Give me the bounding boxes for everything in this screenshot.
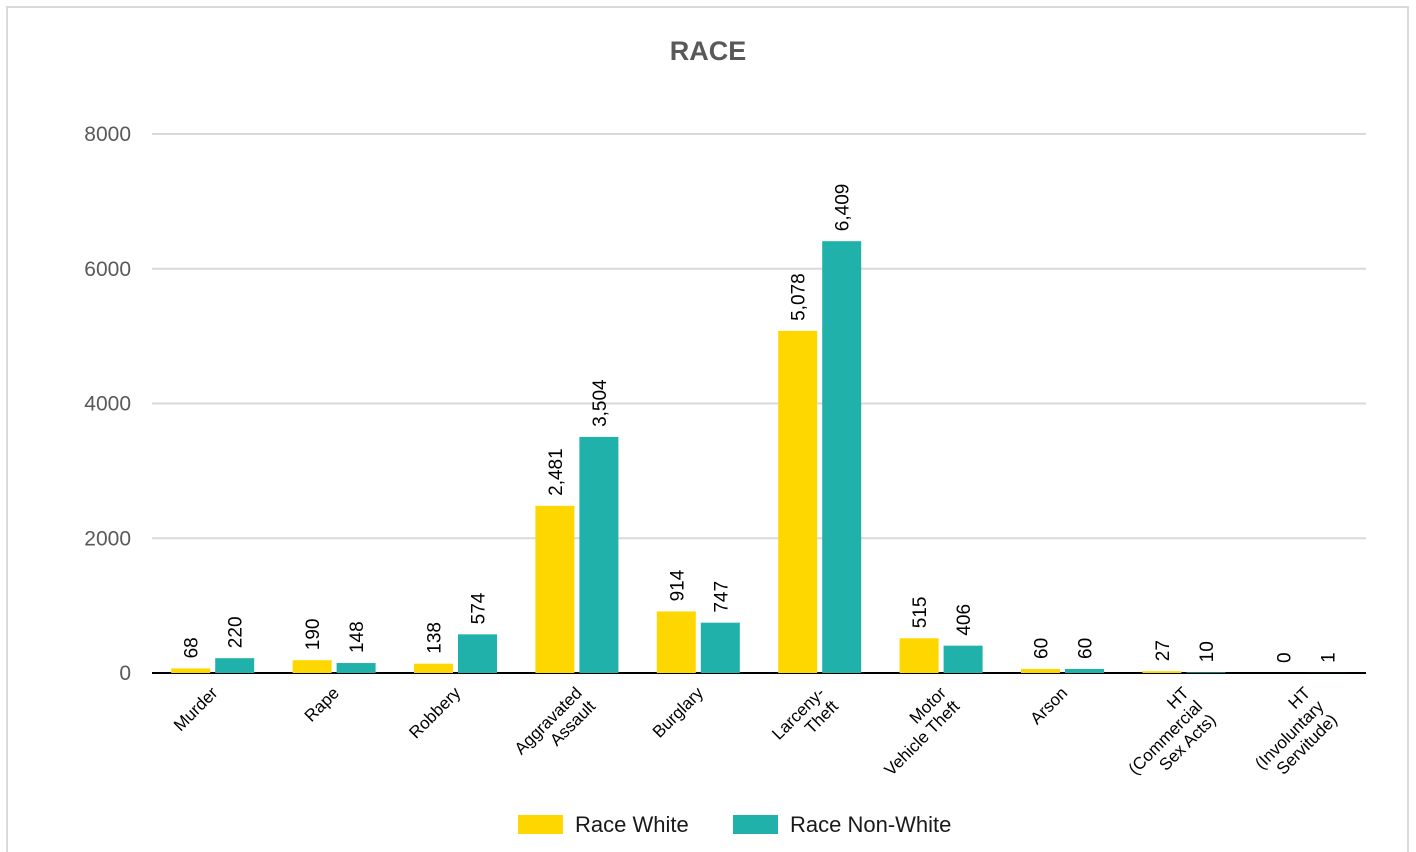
y-tick-label: 4000 (84, 393, 131, 416)
chart-frame (6, 6, 1409, 852)
bar-white (1021, 668, 1060, 673)
x-tick-line: Murder (170, 683, 222, 735)
data-label: 60 (1032, 638, 1053, 659)
x-tick-label: Robbery (405, 683, 464, 742)
data-label: 68 (182, 637, 203, 658)
chart-title: RACE (670, 36, 747, 66)
x-tick-label: HT(CommercialSex Acts) (1111, 683, 1219, 791)
bar-non-white (215, 658, 255, 673)
data-label: 2,481 (546, 448, 567, 496)
x-tick-label: Larceny-Theft (768, 683, 842, 757)
y-tick-label: 8000 (84, 123, 131, 146)
data-label: 6,409 (833, 184, 854, 232)
data-label: 0 (1274, 652, 1295, 663)
data-label: 914 (667, 569, 688, 601)
data-label: 515 (910, 597, 931, 629)
bar-white (656, 611, 696, 673)
x-tick-line: Rape (301, 683, 343, 725)
y-tick-label: 0 (119, 662, 131, 685)
bar-white (292, 660, 332, 673)
data-label: 138 (425, 622, 446, 654)
x-tick-line: Robbery (405, 683, 464, 742)
x-tick-label: MotorVehicle Theft (867, 683, 963, 779)
bar-non-white (943, 645, 983, 673)
legend-swatch (518, 815, 563, 834)
x-tick-line: Burglary (649, 683, 708, 742)
x-tick-label: HT(InvoluntaryServitude) (1238, 683, 1341, 786)
bar-non-white (458, 634, 497, 673)
data-label: 1 (1318, 652, 1339, 663)
bar-non-white (579, 436, 619, 673)
bar-non-white (1186, 672, 1226, 673)
data-label: 10 (1197, 641, 1218, 662)
data-label: 3,504 (590, 379, 611, 427)
data-label: 5,078 (789, 273, 810, 321)
legend-label: Race Non-White (790, 812, 951, 837)
bar-white (899, 638, 939, 673)
x-tick-label: Arson (1026, 683, 1071, 728)
y-tick-label: 6000 (84, 258, 131, 281)
x-tick-label: Murder (170, 683, 222, 735)
data-label: 574 (469, 592, 490, 624)
data-label: 60 (1076, 638, 1097, 659)
data-label: 747 (711, 581, 732, 613)
data-label: 148 (347, 621, 368, 653)
bar-non-white (822, 241, 862, 674)
data-label: 220 (226, 616, 247, 648)
bar-white (171, 668, 211, 673)
x-tick-line: Arson (1026, 683, 1071, 728)
x-tick-label: Burglary (649, 683, 708, 742)
x-tick-label: AggravatedAssault (511, 683, 600, 772)
x-tick-label: Rape (301, 683, 343, 725)
data-label: 406 (954, 604, 975, 636)
data-label: 27 (1153, 640, 1174, 661)
bar-non-white (336, 663, 376, 673)
bar-white (535, 505, 575, 673)
bar-white (778, 330, 818, 673)
bar-white (1142, 671, 1182, 673)
legend-swatch (733, 815, 778, 834)
legend-label: Race White (575, 812, 689, 837)
bar-white (414, 663, 453, 673)
data-label: 190 (303, 618, 324, 650)
y-tick-label: 2000 (84, 527, 131, 550)
bar-non-white (1065, 668, 1104, 673)
bar-non-white (700, 622, 740, 673)
